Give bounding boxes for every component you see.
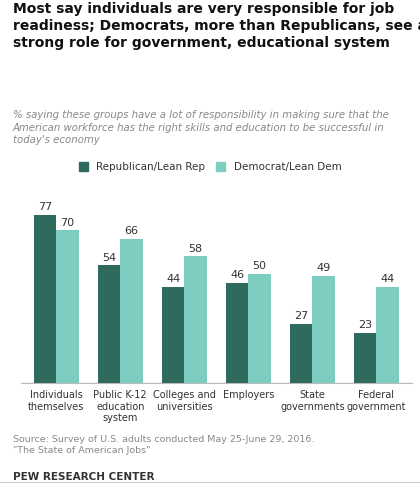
- Text: 70: 70: [60, 218, 74, 228]
- Text: 23: 23: [358, 320, 372, 330]
- Bar: [312, 276, 335, 383]
- Bar: [184, 256, 207, 383]
- Bar: [248, 274, 271, 383]
- Bar: [56, 230, 79, 383]
- Text: PEW RESEARCH CENTER: PEW RESEARCH CENTER: [13, 472, 154, 482]
- Bar: [290, 324, 312, 383]
- Bar: [226, 283, 248, 383]
- Legend: Republican/Lean Rep, Democrat/Lean Dem: Republican/Lean Rep, Democrat/Lean Dem: [79, 162, 341, 172]
- Text: 77: 77: [38, 202, 52, 212]
- Text: 46: 46: [230, 270, 244, 280]
- Bar: [120, 239, 143, 383]
- Bar: [98, 265, 120, 383]
- Text: 44: 44: [166, 274, 180, 284]
- Text: Most say individuals are very responsible for job
readiness; Democrats, more tha: Most say individuals are very responsibl…: [13, 2, 420, 50]
- Text: 44: 44: [381, 274, 395, 284]
- Text: 54: 54: [102, 252, 116, 263]
- Text: 58: 58: [189, 244, 202, 254]
- Text: 66: 66: [124, 226, 139, 236]
- Bar: [162, 287, 184, 383]
- Text: 50: 50: [252, 261, 267, 271]
- Text: 49: 49: [316, 264, 331, 273]
- Text: % saying these groups have a lot of responsibility in making sure that the
Ameri: % saying these groups have a lot of resp…: [13, 110, 389, 145]
- Bar: [376, 287, 399, 383]
- Bar: [354, 333, 376, 383]
- Text: Source: Survey of U.S. adults conducted May 25-June 29, 2016.
"The State of Amer: Source: Survey of U.S. adults conducted …: [13, 435, 314, 455]
- Bar: [34, 215, 56, 383]
- Text: 27: 27: [294, 311, 308, 322]
